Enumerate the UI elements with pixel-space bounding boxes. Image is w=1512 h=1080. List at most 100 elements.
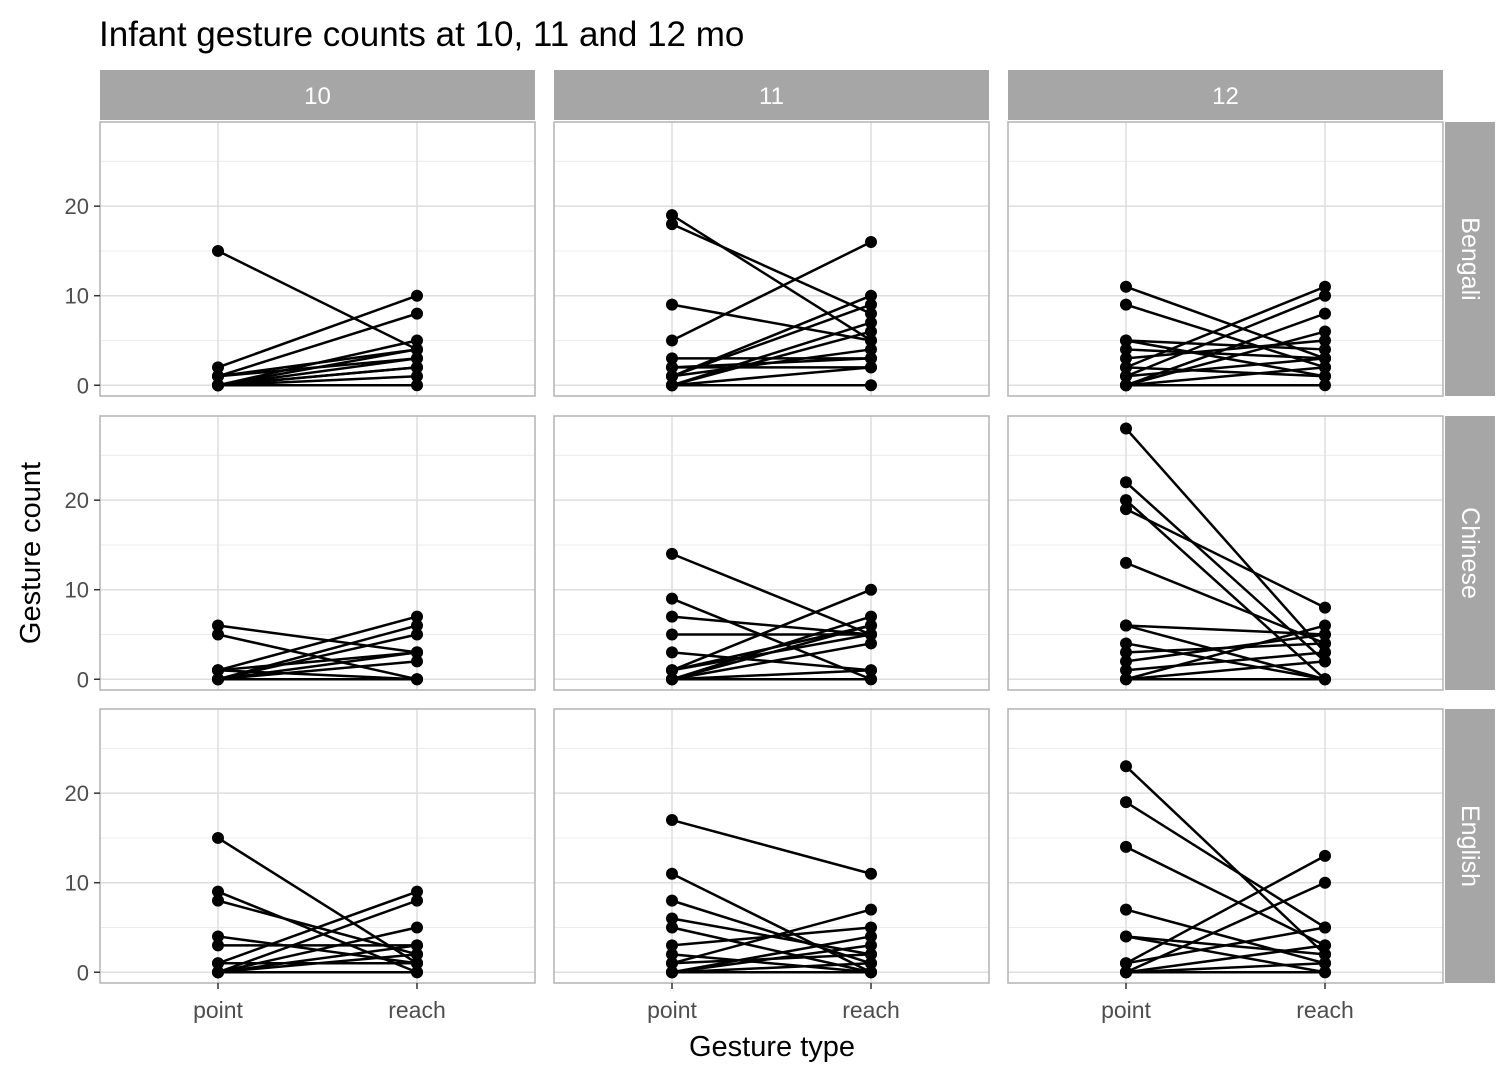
infant-line [671,366,872,387]
infant-line [1125,801,1326,929]
infant-line [671,597,872,681]
reach-count-dot [1319,966,1331,979]
panel-border [553,121,990,397]
infant-line [1125,962,1326,974]
point-count-dot [1120,760,1132,773]
panel-10-chinese [99,415,536,691]
infant-line [1125,348,1326,360]
reach-count-dot [1319,655,1331,668]
panel-background [100,709,535,983]
infant-line [671,669,872,681]
y-tick-label: 20 [65,781,89,806]
infant-line [217,836,418,965]
facet-strip-label: 11 [759,83,784,110]
panel-10-bengali [99,121,536,397]
point-count-dot [1120,966,1132,979]
point-count-dot [666,921,678,934]
reach-count-dot [411,289,423,302]
y-tick-label: 10 [65,578,89,603]
point-count-dot [1120,930,1132,943]
point-count-dot [1120,352,1132,365]
panel-border [99,121,536,397]
point-count-dot [1120,619,1132,632]
point-count-dot [666,298,678,311]
reach-count-dot [1319,948,1331,961]
reach-count-dot [1319,673,1331,686]
reach-count-dot [411,628,423,641]
infant-line [217,624,418,654]
reach-count-dot [411,343,423,356]
infant-line [217,375,418,387]
reach-count-dot [865,939,877,952]
point-count-dot [1120,664,1132,677]
infant-line [671,615,872,636]
point-count-dot [212,930,224,943]
point-count-dot [666,894,678,907]
reach-count-dot [411,307,423,320]
infant-line [671,935,872,974]
series-group-12-chinese [1120,422,1331,686]
point-count-dot [212,957,224,970]
infant-line [217,624,418,681]
point-count-dot [666,628,678,641]
point-count-dot [212,379,224,392]
point-count-dot [1120,957,1132,970]
infant-line [671,240,872,342]
reach-count-dot [411,361,423,374]
reach-count-dot [411,352,423,365]
infant-line [217,615,418,672]
infant-line [1125,926,1326,965]
x-tick-label: point [193,997,243,1023]
infant-line [671,624,872,681]
panel-background [1008,416,1443,690]
reach-count-dot [865,343,877,356]
infant-line [1125,944,1326,974]
point-count-dot [1120,646,1132,659]
infant-line [1125,633,1326,663]
infant-line [1125,854,1326,965]
facet-strip-bengali [1445,122,1495,396]
panel-10-english [99,708,536,984]
infant-line [1125,765,1326,956]
point-count-dot [1120,361,1132,374]
reach-count-dot [1319,352,1331,365]
reach-count-dot [1319,619,1331,632]
reach-count-dot [865,948,877,961]
infant-line [1125,339,1326,351]
x-tick-label: reach [388,997,446,1023]
infant-line [1125,366,1326,378]
point-count-dot [212,885,224,898]
panel-background [554,416,989,690]
point-count-dot [1120,796,1132,809]
series-group-11-english [666,814,877,979]
point-count-dot [212,628,224,641]
reach-count-dot [1319,939,1331,952]
y-tick-label: 0 [77,960,89,985]
point-count-dot [666,379,678,392]
series-group-12-bengali [1120,280,1331,392]
point-count-dot [666,939,678,952]
infant-line [217,357,418,378]
panel-border [1007,121,1444,397]
facet-strip-11 [554,70,989,120]
point-count-dot [666,664,678,677]
reach-count-dot [865,966,877,979]
infant-line [1125,427,1326,654]
point-count-dot [1120,494,1132,507]
reach-count-dot [411,673,423,686]
infant-line [217,651,418,681]
reach-count-dot [411,948,423,961]
infant-line [671,642,872,681]
point-count-dot [666,370,678,383]
panel-border [1007,708,1444,984]
infant-line [671,294,872,378]
point-count-dot [666,352,678,365]
panel-background [1008,709,1443,983]
reach-count-dot [411,921,423,934]
point-count-dot [666,912,678,925]
infant-line [217,899,418,974]
point-count-dot [212,673,224,686]
point-count-dot [666,948,678,961]
reach-count-dot [865,235,877,248]
panel-border [99,708,536,984]
